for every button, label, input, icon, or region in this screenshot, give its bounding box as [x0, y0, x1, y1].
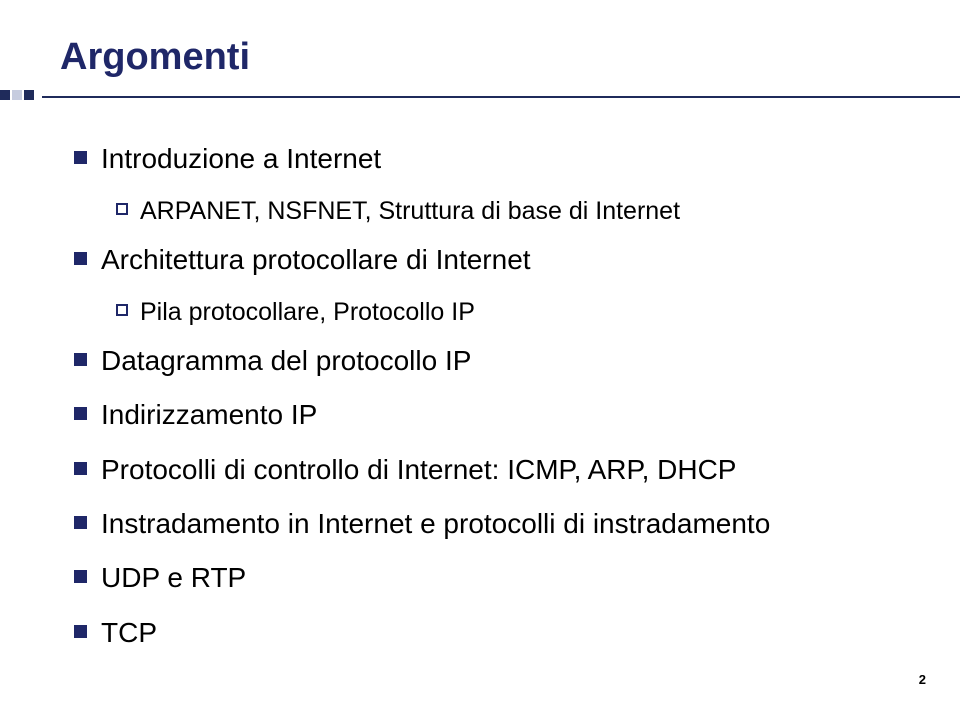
list-item-text: TCP: [101, 615, 157, 651]
list-item-text: Introduzione a Internet: [101, 141, 381, 177]
slide: Argomenti Introduzione a Internet ARPANE…: [0, 0, 960, 705]
bullet-outline-square-icon: [116, 203, 128, 215]
content-list: Introduzione a Internet ARPANET, NSFNET,…: [74, 141, 904, 651]
accent-square-dark: [24, 90, 34, 100]
accent-square-pale: [12, 90, 22, 100]
bullet-square-icon: [74, 407, 87, 420]
list-subitem-text: Pila protocollare, Protocollo IP: [140, 296, 475, 329]
list-subitem: ARPANET, NSFNET, Struttura di base di In…: [116, 195, 904, 228]
list-item: Datagramma del protocollo IP: [74, 343, 904, 379]
slide-title: Argomenti: [60, 36, 904, 79]
list-item: UDP e RTP: [74, 560, 904, 596]
list-subitem-text: ARPANET, NSFNET, Struttura di base di In…: [140, 195, 680, 228]
list-item: TCP: [74, 615, 904, 651]
bullet-square-icon: [74, 151, 87, 164]
list-item: Introduzione a Internet: [74, 141, 904, 177]
bullet-square-icon: [74, 353, 87, 366]
list-item-text: UDP e RTP: [101, 560, 246, 596]
bullet-square-icon: [74, 252, 87, 265]
bullet-square-icon: [74, 516, 87, 529]
list-item: Indirizzamento IP: [74, 397, 904, 433]
list-item-text: Architettura protocollare di Internet: [101, 242, 531, 278]
accent-line: [42, 96, 960, 98]
bullet-square-icon: [74, 570, 87, 583]
list-item-text: Indirizzamento IP: [101, 397, 317, 433]
list-item-text: Instradamento in Internet e protocolli d…: [101, 506, 770, 542]
bullet-square-icon: [74, 625, 87, 638]
page-number: 2: [919, 672, 926, 687]
bullet-outline-square-icon: [116, 304, 128, 316]
list-item-text: Datagramma del protocollo IP: [101, 343, 471, 379]
list-item-text: Protocolli di controllo di Internet: ICM…: [101, 452, 736, 488]
list-item: Architettura protocollare di Internet: [74, 242, 904, 278]
accent-square-dark: [0, 90, 10, 100]
list-subitem: Pila protocollare, Protocollo IP: [116, 296, 904, 329]
bullet-square-icon: [74, 462, 87, 475]
list-item: Protocolli di controllo di Internet: ICM…: [74, 452, 904, 488]
accent-bar: [0, 90, 960, 98]
list-item: Instradamento in Internet e protocolli d…: [74, 506, 904, 542]
